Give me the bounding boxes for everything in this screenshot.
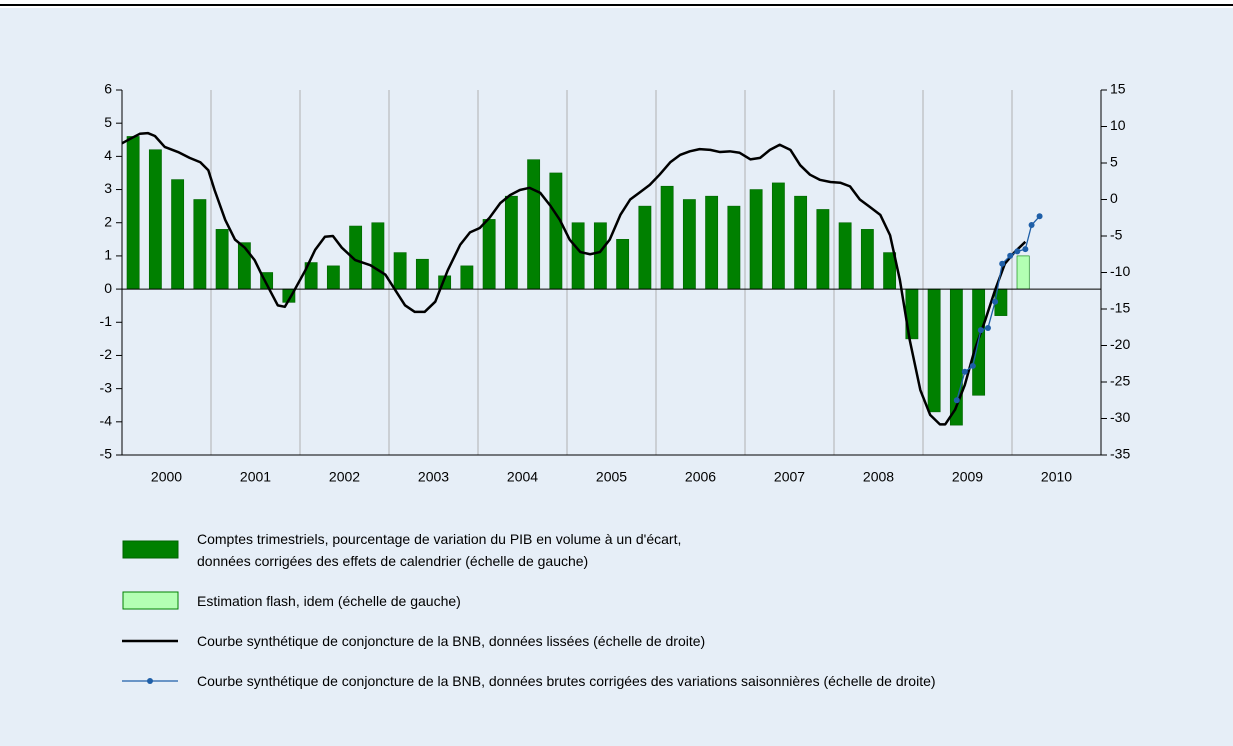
bar (504, 195, 518, 290)
bar (927, 288, 941, 413)
legend-item: Comptes trimestriels, pourcentage de var… (122, 528, 936, 572)
y2-tick-label: 15 (1110, 81, 1126, 97)
legend-label: Courbe synthétique de conjoncture de la … (197, 633, 706, 649)
marker (1028, 222, 1035, 229)
y2-tick-label: -35 (1110, 446, 1130, 462)
x-tick-label: 2007 (774, 469, 805, 485)
y2-tick-label: -25 (1110, 373, 1130, 389)
y2-tick-label: 5 (1110, 154, 1118, 170)
bar (860, 229, 874, 290)
y2-tick-label: -10 (1110, 263, 1130, 279)
marker (969, 362, 976, 369)
bar (237, 242, 251, 290)
marker (1022, 246, 1029, 253)
bar (593, 222, 607, 290)
bar (393, 252, 407, 290)
bar (215, 229, 229, 290)
y-tick-label: 5 (104, 114, 112, 130)
legend-label: Comptes trimestriels, pourcentage de var… (197, 531, 682, 569)
legend-swatch (122, 540, 179, 559)
marker (1014, 248, 1021, 255)
bar (771, 182, 785, 290)
x-tick-label: 2009 (952, 469, 983, 485)
x-tick-label: 2008 (863, 469, 894, 485)
y2-tick-label: -20 (1110, 336, 1130, 352)
bar (193, 199, 207, 290)
x-tick-label: 2006 (685, 469, 716, 485)
y2-tick-label: -5 (1110, 227, 1123, 243)
legend-swatch (122, 678, 178, 684)
marker (992, 298, 999, 305)
legend: Comptes trimestriels, pourcentage de var… (122, 528, 936, 710)
legend-item: Estimation flash, idem (échelle de gauch… (122, 590, 936, 612)
bar (371, 222, 385, 290)
y2-tick-label: -15 (1110, 300, 1130, 316)
x-tick-label: 2003 (418, 469, 449, 485)
y2-tick-label: 0 (1110, 190, 1118, 206)
bar (126, 136, 140, 290)
legend-bar (122, 540, 179, 559)
y-tick-label: 1 (104, 247, 112, 263)
bar (838, 222, 852, 290)
x-tick-label: 2005 (596, 469, 627, 485)
panel (0, 8, 1233, 746)
y-tick-label: 4 (104, 147, 112, 163)
y-tick-label: 0 (104, 280, 112, 296)
legend-swatch (122, 591, 179, 610)
y-tick-label: 6 (104, 81, 112, 97)
bar (1016, 255, 1030, 290)
bar (749, 189, 763, 290)
top-rule (0, 4, 1233, 6)
marker (1007, 252, 1014, 259)
legend-item: Courbe synthétique de conjoncture de la … (122, 630, 936, 652)
bar (727, 205, 741, 290)
x-tick-label: 2001 (240, 469, 271, 485)
y-tick-label: -2 (100, 346, 113, 362)
bar (326, 265, 340, 290)
y-tick-label: -5 (100, 446, 113, 462)
x-tick-label: 2002 (329, 469, 360, 485)
marker (984, 324, 991, 331)
bar (148, 149, 162, 290)
bar (415, 258, 429, 290)
y-tick-label: 2 (104, 213, 112, 229)
x-tick-label: 2004 (507, 469, 538, 485)
x-tick-label: 2010 (1041, 469, 1072, 485)
y-tick-label: -1 (100, 313, 113, 329)
bar (794, 195, 808, 290)
bar (616, 239, 630, 290)
bar (816, 209, 830, 290)
bar (460, 265, 474, 290)
legend-item: Courbe synthétique de conjoncture de la … (122, 670, 936, 692)
line (121, 131, 1027, 426)
x-tick-label: 2000 (151, 469, 182, 485)
y-tick-label: -3 (100, 379, 113, 395)
legend-swatch (122, 639, 178, 643)
marker (999, 260, 1006, 267)
legend-label: Courbe synthétique de conjoncture de la … (197, 673, 936, 689)
marker (961, 368, 968, 375)
marker (977, 327, 984, 334)
bar (638, 205, 652, 290)
marker (953, 397, 960, 404)
y-tick-label: -4 (100, 413, 113, 429)
bar (549, 172, 563, 290)
bar (527, 159, 541, 290)
bar (705, 195, 719, 290)
y-tick-label: 3 (104, 180, 112, 196)
bar (571, 222, 585, 290)
bar (482, 219, 496, 290)
marker (1036, 213, 1043, 220)
legend-bar (122, 591, 179, 610)
y2-tick-label: 10 (1110, 117, 1126, 133)
chart: -5-4-3-2-10123456-35-30-25-20-15-10-5051… (100, 81, 1131, 485)
bar (660, 185, 674, 290)
legend-label: Estimation flash, idem (échelle de gauch… (197, 593, 461, 609)
bar (682, 199, 696, 290)
y2-tick-label: -30 (1110, 409, 1130, 425)
legend-marker (147, 678, 153, 684)
bar (171, 179, 185, 290)
